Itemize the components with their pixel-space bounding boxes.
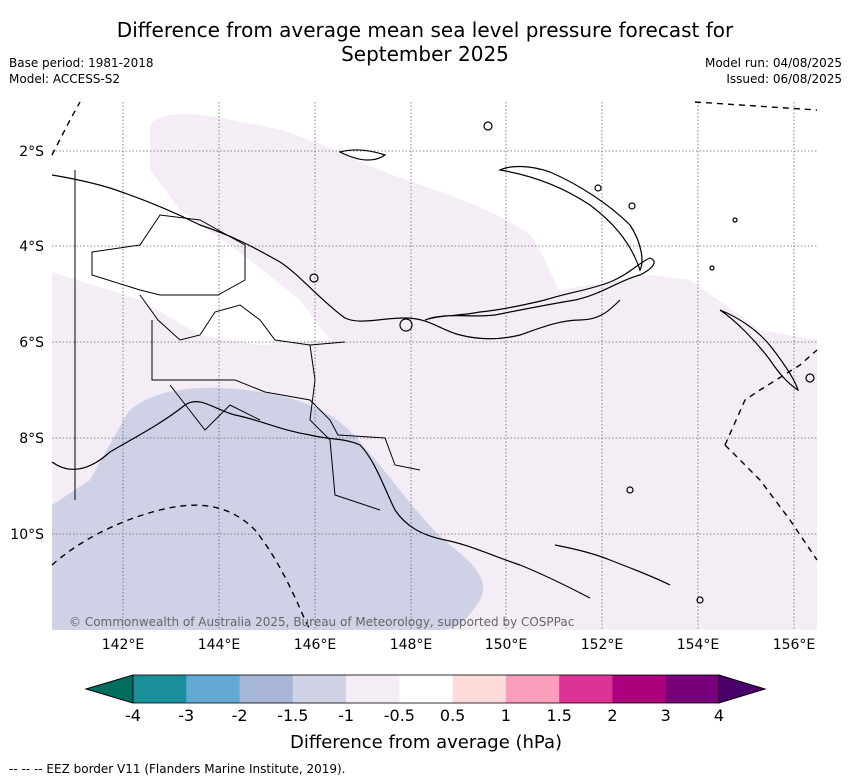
colorbar-tick-label: -2 — [232, 706, 248, 725]
lat-label: 10°S — [10, 527, 44, 543]
colorbar-segment — [399, 675, 454, 703]
colorbar-segment — [239, 675, 294, 703]
lon-label: 156°E — [773, 637, 816, 653]
colorbar-tick-label: 1 — [501, 706, 511, 725]
colorbar-tick-label: -3 — [178, 706, 194, 725]
gridlines — [52, 102, 817, 630]
model-name: Model: ACCESS-S2 — [9, 72, 121, 86]
page-title: Difference from average mean sea level p… — [0, 18, 850, 66]
colorbar-tick-label: -4 — [125, 706, 141, 725]
issued-date: Issued: 06/08/2025 — [726, 72, 842, 86]
coastlines — [51, 121, 815, 604]
anomaly-fill-medium — [52, 387, 484, 630]
lat-labels: 2°S 4°S 6°S 8°S 10°S — [10, 144, 44, 543]
colorbar-segment — [505, 675, 560, 703]
copyright-text: © Commonwealth of Australia 2025, Bureau… — [69, 615, 574, 629]
base-period: Base period: 1981-2018 — [9, 56, 154, 70]
title-line-1: Difference from average mean sea level p… — [116, 18, 734, 42]
colorbar-label: Difference from average (hPa) — [290, 732, 562, 753]
colorbar-tick-label: -1.5 — [277, 706, 308, 725]
lon-label: 146°E — [294, 637, 337, 653]
lon-label: 144°E — [198, 637, 241, 653]
lon-label: 154°E — [677, 637, 720, 653]
lat-label: 8°S — [19, 431, 44, 447]
colorbar-tick-label: -1 — [338, 706, 354, 725]
colorbar: -4 -3 -2 -1.5 -1 -0.5 0.5 1 1.5 2 3 4 Difference fr… — [84, 674, 767, 753]
colorbar-segment — [292, 675, 347, 703]
colorbar-segment — [665, 675, 720, 703]
lon-label: 150°E — [485, 637, 528, 653]
title-line-2: September 2025 — [341, 42, 509, 66]
lat-label: 4°S — [19, 239, 44, 255]
colorbar-segment — [133, 675, 187, 703]
lat-label: 2°S — [19, 144, 44, 160]
colorbar-segment — [452, 675, 507, 703]
footer-note: -- -- -- EEZ border V11 (Flanders Marine… — [9, 762, 346, 776]
lon-labels: 142°E 144°E 146°E 148°E 150°E 152°E 154°… — [102, 637, 816, 653]
colorbar-tick-label: 3 — [661, 706, 671, 725]
meta-left: Base period: 1981-2018 Model: ACCESS-S2 — [9, 55, 154, 87]
colorbar-segment — [612, 675, 667, 703]
lon-label: 148°E — [390, 637, 433, 653]
colorbar-extend-low — [84, 674, 134, 704]
border-lines — [74, 170, 421, 511]
colorbar-frame — [132, 674, 720, 704]
lon-label: 152°E — [581, 637, 624, 653]
colorbar-tick-label: 4 — [714, 706, 724, 725]
colorbar-segment — [186, 675, 241, 703]
colorbar-extend-high — [718, 674, 767, 704]
lat-label: 6°S — [19, 335, 44, 351]
colorbar-tick-label: -0.5 — [384, 706, 415, 725]
colorbar-segment — [559, 675, 613, 703]
colorbar-tick-label: 2 — [607, 706, 617, 725]
eez-border — [51, 101, 818, 631]
lon-label: 142°E — [102, 637, 145, 653]
meta-right: Model run: 04/08/2025 Issued: 06/08/2025 — [705, 55, 842, 87]
colorbar-segment — [346, 675, 400, 703]
colorbar-tick-label: 1.5 — [546, 706, 571, 725]
colorbar-tick-label: 0.5 — [440, 706, 465, 725]
model-run: Model run: 04/08/2025 — [704, 56, 842, 70]
